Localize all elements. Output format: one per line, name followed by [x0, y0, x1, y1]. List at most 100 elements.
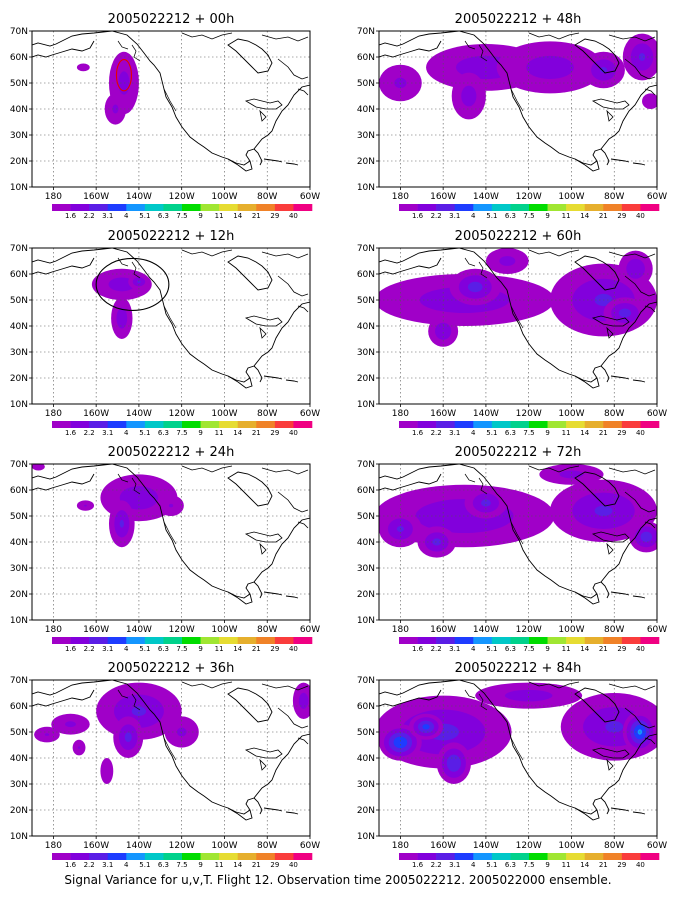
colorbar-label: 11 — [215, 212, 224, 220]
lon-label: 160W — [83, 409, 109, 419]
panel-title: 2005022212 + 48h — [455, 12, 582, 27]
colorbar: 1.6 2.2 3.1 4 5.1 6.3 7.5 9 11 14 21 29 40 — [52, 853, 313, 869]
colorbar-swatch — [237, 637, 257, 644]
lon-label: 60W — [647, 625, 667, 635]
colorbar-swatch — [163, 853, 183, 860]
colorbar-label: 9 — [198, 429, 202, 437]
lat-label: 70N — [357, 676, 375, 686]
lat-label: 40N — [357, 538, 375, 548]
colorbar-label: 11 — [215, 645, 224, 653]
colorbar-swatch — [529, 204, 548, 211]
variance-shading — [504, 689, 553, 702]
colorbar-swatch — [163, 204, 183, 211]
colorbar-label: 21 — [599, 861, 608, 869]
colorbar-swatch — [603, 637, 623, 644]
colorbar-label: 5.1 — [486, 645, 497, 653]
colorbar-label: 11 — [215, 429, 224, 437]
lat-label: 70N — [10, 676, 28, 686]
colorbar-swatch — [144, 421, 164, 428]
variance-shading — [77, 746, 81, 749]
colorbar-swatch — [52, 421, 71, 428]
colorbar-swatch — [126, 637, 146, 644]
colorbar-swatch — [621, 853, 641, 860]
colorbar-label: 4 — [124, 429, 129, 437]
colorbar-label: 1.6 — [65, 212, 77, 220]
map-plot-area — [32, 680, 310, 836]
colorbar-swatch — [436, 637, 456, 644]
colorbar-label: 14 — [233, 212, 242, 220]
lat-label: 60N — [357, 270, 375, 280]
lat-label: 40N — [357, 105, 375, 115]
lat-label: 10N — [357, 400, 375, 410]
colorbar-label: 5.1 — [486, 212, 497, 220]
colorbar-swatch — [621, 204, 641, 211]
colorbar-swatch — [566, 637, 586, 644]
colorbar-label: 6.3 — [158, 429, 169, 437]
colorbar: 1.6 2.2 3.1 4 5.1 6.3 7.5 9 11 14 21 29 40 — [52, 204, 313, 220]
lat-label: 10N — [357, 183, 375, 193]
colorbar-label: 6.3 — [505, 212, 516, 220]
colorbar-swatch — [52, 204, 71, 211]
lon-label: 160W — [430, 192, 456, 202]
lon-label: 140W — [126, 192, 152, 202]
colorbar-label: 40 — [289, 645, 298, 653]
map-plot-area — [379, 680, 657, 836]
colorbar-label: 6.3 — [505, 861, 516, 869]
colorbar-swatch — [182, 421, 201, 428]
lat-label: 20N — [357, 806, 375, 816]
colorbar-swatch — [256, 853, 276, 860]
colorbar-label: 11 — [562, 429, 571, 437]
colorbar: 1.6 2.2 3.1 4 5.1 6.3 7.5 9 11 14 21 29 40 — [52, 421, 313, 437]
variance-shading — [118, 71, 130, 95]
map-plot-area — [379, 31, 657, 187]
map-panel: 2005022212 + 00h 70N 60N 50N 40N 30N 20N 10N 180… — [10, 12, 320, 220]
colorbar-label: 29 — [270, 861, 279, 869]
colorbar-label: 1.6 — [412, 429, 424, 437]
colorbar-label: 6.3 — [505, 645, 516, 653]
colorbar-label: 2.2 — [84, 861, 95, 869]
lon-label: 160W — [83, 841, 109, 851]
colorbar-label: 21 — [252, 861, 261, 869]
lat-label: 50N — [10, 79, 28, 89]
colorbar: 1.6 2.2 3.1 4 5.1 6.3 7.5 9 11 14 21 29 40 — [399, 204, 660, 220]
lat-label: 70N — [10, 460, 28, 470]
colorbar-swatch — [547, 204, 567, 211]
colorbar-label: 1.6 — [65, 861, 77, 869]
lon-label: 160W — [430, 841, 456, 851]
lon-label: 160W — [430, 625, 456, 635]
variance-shading — [298, 692, 309, 709]
variance-shading — [84, 504, 87, 507]
colorbar-swatch — [584, 853, 604, 860]
map-panel: 2005022212 + 36h 70N 60N 50N 40N 30N 20N 10N 180… — [10, 661, 320, 869]
colorbar-swatch — [182, 637, 201, 644]
lat-label: 50N — [357, 79, 375, 89]
lon-label: 100W — [558, 192, 584, 202]
colorbar-swatch — [491, 204, 511, 211]
colorbar-label: 9 — [198, 645, 202, 653]
colorbar-label: 3.1 — [449, 212, 460, 220]
colorbar-label: 4 — [471, 645, 476, 653]
map-background — [32, 31, 310, 187]
lat-label: 60N — [10, 702, 28, 712]
lon-label: 100W — [558, 409, 584, 419]
lon-label: 100W — [211, 409, 237, 419]
lat-label: 40N — [10, 105, 28, 115]
colorbar-swatch — [89, 853, 109, 860]
lon-label: 140W — [473, 841, 499, 851]
variance-shading — [594, 505, 613, 516]
colorbar-swatch — [584, 421, 604, 428]
colorbar-label: 1.6 — [412, 212, 424, 220]
colorbar-swatch — [182, 204, 201, 211]
colorbar-label: 5.1 — [486, 861, 497, 869]
colorbar-swatch — [510, 204, 530, 211]
lat-label: 20N — [357, 590, 375, 600]
colorbar-label: 7.5 — [176, 429, 187, 437]
colorbar-swatch — [417, 637, 437, 644]
contour-line — [95, 257, 170, 311]
colorbar-swatch — [182, 853, 201, 860]
lon-label: 140W — [126, 841, 152, 851]
lon-label: 180 — [45, 192, 62, 202]
colorbar-label: 21 — [599, 429, 608, 437]
colorbar-label: 7.5 — [523, 645, 534, 653]
